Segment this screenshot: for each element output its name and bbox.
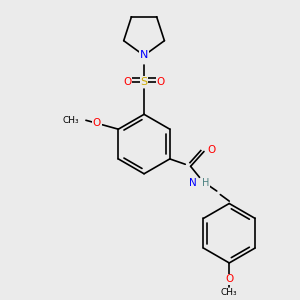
- Text: CH₃: CH₃: [221, 288, 238, 297]
- Text: O: O: [156, 76, 164, 87]
- Text: O: O: [208, 145, 216, 155]
- Text: H: H: [202, 178, 210, 188]
- Text: O: O: [93, 118, 101, 128]
- Text: CH₃: CH₃: [62, 116, 79, 125]
- Text: O: O: [124, 76, 132, 87]
- Text: S: S: [140, 76, 148, 87]
- Text: O: O: [225, 274, 233, 284]
- Text: N: N: [189, 178, 196, 188]
- Text: N: N: [140, 50, 148, 61]
